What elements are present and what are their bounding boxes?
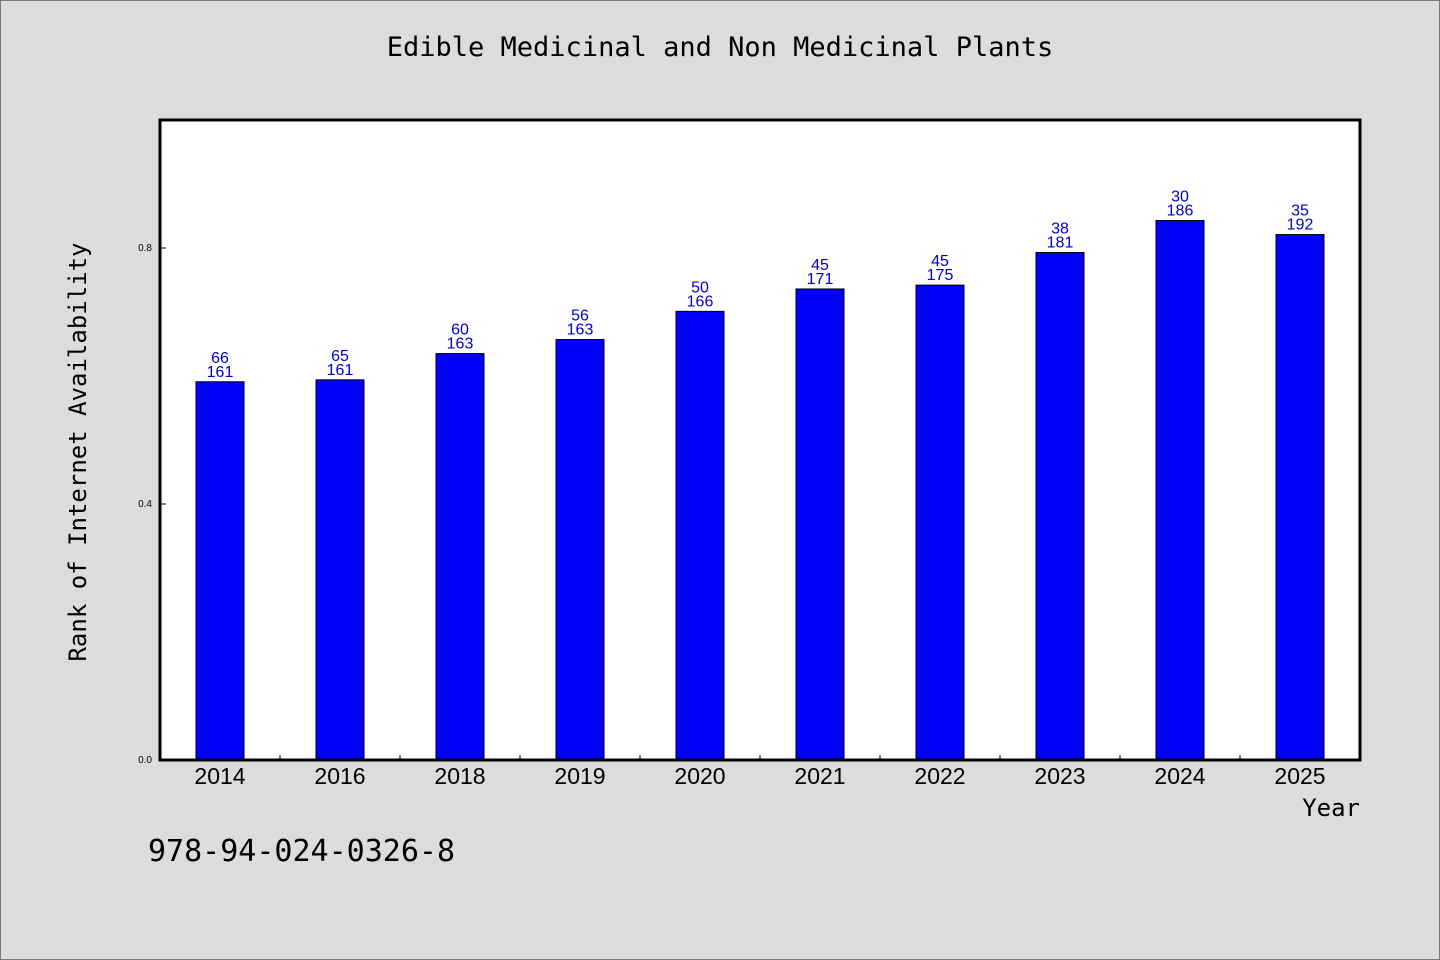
bar-2016 xyxy=(315,379,365,761)
x-tick-label-2019: 2019 xyxy=(554,763,605,789)
x-tick-label-2018: 2018 xyxy=(434,763,485,789)
x-tick-label-2016: 2016 xyxy=(314,763,365,789)
bar-2020 xyxy=(675,310,725,761)
data-label-top-2016: 65 xyxy=(331,348,349,365)
data-label-bottom-2024: 186 xyxy=(1167,202,1194,219)
x-tick-label-2014: 2014 xyxy=(194,763,245,789)
bar-2019 xyxy=(555,339,605,761)
x-tick-label-2022: 2022 xyxy=(914,763,965,789)
x-axis-label: Year xyxy=(1302,794,1360,822)
data-label-bottom-2019: 163 xyxy=(567,322,594,339)
data-label-top-2018: 60 xyxy=(451,322,469,339)
bar-2024 xyxy=(1155,219,1205,761)
data-label-bottom-2021: 171 xyxy=(807,271,834,288)
y-axis-label: Rank of Internet Availability xyxy=(64,242,92,662)
x-tick-label-2023: 2023 xyxy=(1034,763,1085,789)
data-label-bottom-2022: 175 xyxy=(927,267,954,284)
x-tick-label-2020: 2020 xyxy=(674,763,725,789)
chart-title: Edible Medicinal and Non Medicinal Plant… xyxy=(386,32,1054,63)
x-tick-label-2021: 2021 xyxy=(794,763,845,789)
data-label-bottom-2025: 192 xyxy=(1287,217,1314,234)
bar-2025 xyxy=(1275,234,1325,761)
bar-2021 xyxy=(795,288,845,761)
isbn-text: 978-94-024-0326-8 xyxy=(148,834,456,869)
x-tick-label-2024: 2024 xyxy=(1154,763,1205,789)
bar-2022 xyxy=(915,284,965,761)
y-tick-label-0.0: 0.0 xyxy=(138,755,152,766)
data-label-top-2022: 45 xyxy=(931,253,949,270)
bar-2023 xyxy=(1035,251,1085,761)
data-label-bottom-2014: 161 xyxy=(207,364,234,381)
bar-2018 xyxy=(435,353,485,761)
data-label-top-2014: 66 xyxy=(211,350,229,367)
data-label-top-2023: 38 xyxy=(1051,220,1069,237)
data-label-top-2024: 30 xyxy=(1171,188,1189,205)
y-tick-label-0.8: 0.8 xyxy=(138,243,152,254)
plot-border xyxy=(158,118,1362,762)
data-label-top-2020: 50 xyxy=(691,279,709,296)
x-tick-label-2025: 2025 xyxy=(1274,763,1325,789)
data-label-top-2025: 35 xyxy=(1291,203,1309,220)
y-tick-label-0.4: 0.4 xyxy=(138,499,152,510)
data-label-bottom-2016: 161 xyxy=(327,362,354,379)
bar-2014 xyxy=(195,381,245,761)
data-label-bottom-2023: 181 xyxy=(1047,234,1074,251)
data-label-bottom-2018: 163 xyxy=(447,336,474,353)
data-label-bottom-2020: 166 xyxy=(687,293,714,310)
data-label-top-2019: 56 xyxy=(571,308,589,325)
data-label-top-2021: 45 xyxy=(811,257,829,274)
